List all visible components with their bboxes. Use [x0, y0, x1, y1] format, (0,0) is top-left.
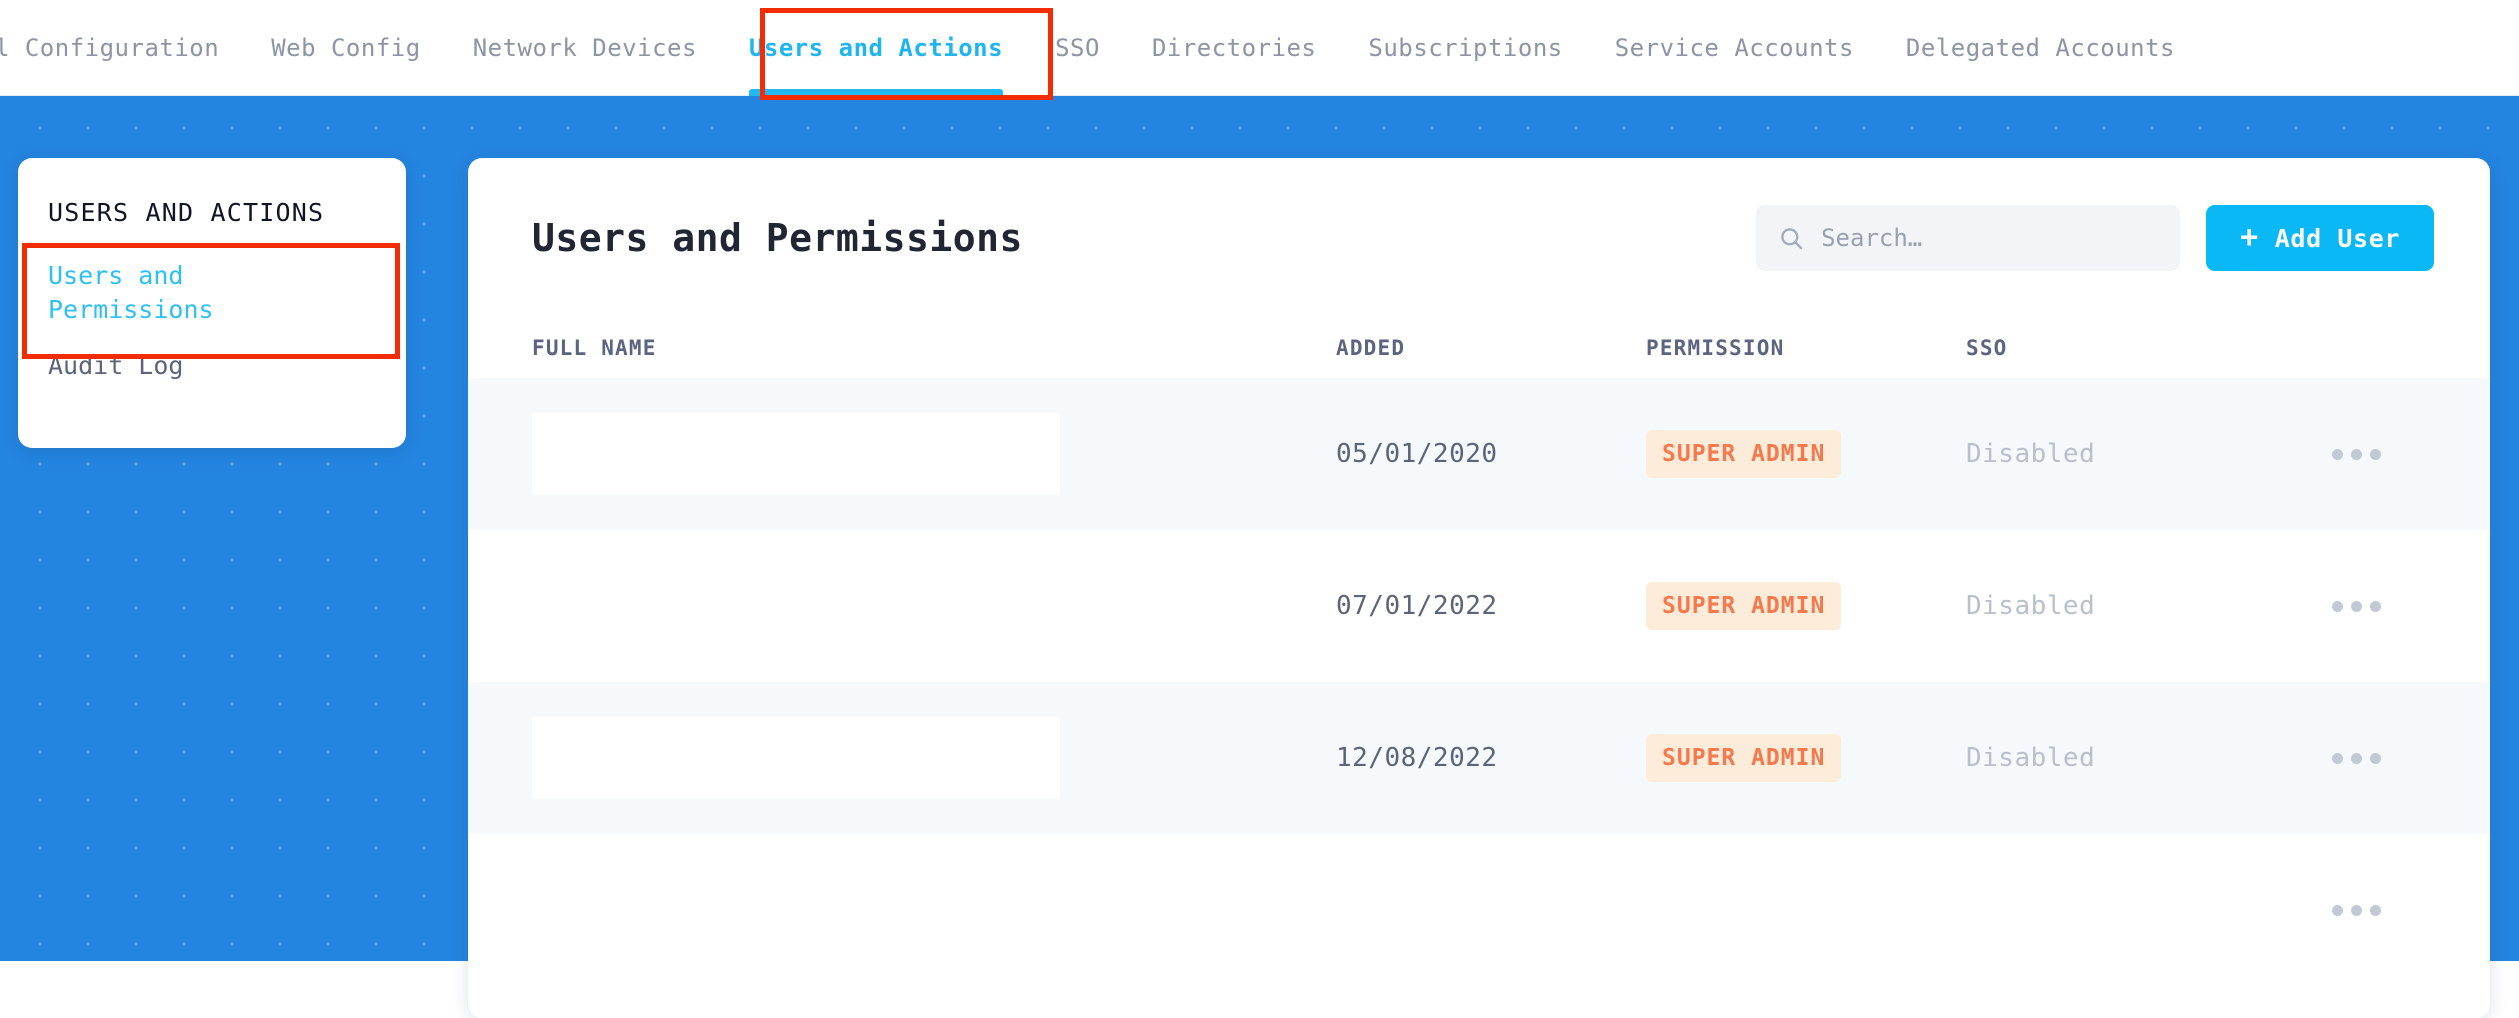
sidebar-heading: USERS AND ACTIONS: [48, 198, 325, 227]
cell-actions: [2326, 743, 2434, 774]
cell-sso: Disabled: [1966, 743, 2096, 773]
table-row[interactable]: [468, 834, 2490, 986]
redacted-name-block: [532, 413, 1060, 495]
cell-full-name: [532, 565, 1336, 647]
cell-actions: [2326, 591, 2434, 622]
nav-tab-delegated-accounts[interactable]: Delegated Accounts: [1880, 0, 2201, 96]
nav-tab-list: il Configuration Web Config Network Devi…: [0, 0, 2201, 96]
nav-tab-label: Service Accounts: [1614, 33, 1854, 62]
nav-tab-label: Directories: [1151, 33, 1317, 62]
users-table: FULL NAME ADDED PERMISSION SSO 05/01/202…: [468, 318, 2490, 986]
search-field[interactable]: [1756, 205, 2181, 271]
cell-added: 05/01/2020: [1336, 439, 1498, 469]
nav-tab-sso[interactable]: SSO: [1029, 0, 1126, 96]
nav-tab-service-accounts[interactable]: Service Accounts: [1589, 0, 1880, 96]
add-user-label: Add User: [2274, 223, 2400, 253]
main-header: Users and Permissions + Add User: [468, 158, 2490, 318]
nav-tab-label: Users and Actions: [748, 33, 1004, 62]
more-options-icon[interactable]: [2326, 895, 2387, 926]
nav-tab-network-devices[interactable]: Network Devices: [447, 0, 723, 96]
cell-permission: SUPER ADMIN: [1646, 734, 1966, 782]
more-options-icon[interactable]: [2326, 743, 2387, 774]
nav-tab-label: Network Devices: [472, 33, 697, 62]
more-options-icon[interactable]: [2326, 591, 2387, 622]
nav-tab-label: Delegated Accounts: [1905, 33, 2176, 62]
nav-tab-directories[interactable]: Directories: [1126, 0, 1342, 96]
nav-tab-users-and-actions[interactable]: Users and Actions: [723, 0, 1029, 96]
nav-tab-subscriptions[interactable]: Subscriptions: [1342, 0, 1588, 96]
more-options-icon[interactable]: [2326, 439, 2387, 470]
add-user-button[interactable]: + Add User: [2206, 205, 2434, 271]
redacted-name-block: [532, 869, 1060, 951]
cell-added: 07/01/2022: [1336, 591, 1498, 621]
table-header-row: FULL NAME ADDED PERMISSION SSO: [468, 318, 2490, 378]
table-row[interactable]: 12/08/2022 SUPER ADMIN Disabled: [468, 682, 2490, 834]
top-navigation-bar: il Configuration Web Config Network Devi…: [0, 0, 2519, 96]
nav-tab-web-config[interactable]: Web Config: [245, 0, 447, 96]
nav-tab-label: Subscriptions: [1368, 33, 1563, 62]
cell-permission: SUPER ADMIN: [1646, 430, 1966, 478]
status-badge: SUPER ADMIN: [1646, 734, 1842, 782]
cell-sso: Disabled: [1966, 591, 2096, 621]
status-badge: SUPER ADMIN: [1646, 582, 1842, 630]
cell-permission: SUPER ADMIN: [1646, 582, 1966, 630]
redacted-name-block: [532, 565, 1060, 647]
nav-tab-label: Web Config: [271, 33, 421, 62]
sidebar-item-users-and-permissions[interactable]: Users and Permissions: [48, 261, 214, 324]
plus-icon: +: [2240, 220, 2259, 255]
column-header-sso: SSO: [1966, 336, 2008, 360]
redacted-name-block: [532, 717, 1060, 799]
main-content-panel: Users and Permissions + Add User FULL NA…: [468, 158, 2490, 1018]
nav-tab-label: il Configuration: [0, 33, 220, 62]
column-header-permission: PERMISSION: [1646, 336, 1785, 360]
search-icon: [1781, 227, 1803, 249]
sidebar-item-audit-log[interactable]: Audit Log: [48, 350, 184, 380]
cell-sso: Disabled: [1966, 439, 2096, 469]
status-badge: SUPER ADMIN: [1646, 430, 1842, 478]
column-header-added: ADDED: [1336, 336, 1406, 360]
cell-full-name: [532, 717, 1336, 799]
table-row[interactable]: 07/01/2022 SUPER ADMIN Disabled: [468, 530, 2490, 682]
nav-tab-label: SSO: [1055, 33, 1100, 62]
cell-actions: [2326, 439, 2434, 470]
cell-added: 12/08/2022: [1336, 743, 1498, 773]
search-input[interactable]: [1821, 224, 2159, 252]
cell-actions: [2326, 895, 2434, 926]
cell-full-name: [532, 869, 1336, 951]
column-header-full-name: FULL NAME: [532, 336, 657, 360]
cell-full-name: [532, 413, 1336, 495]
nav-tab-mail-configuration[interactable]: il Configuration: [0, 0, 245, 96]
table-row[interactable]: 05/01/2020 SUPER ADMIN Disabled: [468, 378, 2490, 530]
header-actions: + Add User: [1756, 205, 2434, 271]
page-title: Users and Permissions: [532, 216, 1023, 260]
sidebar-panel: USERS AND ACTIONS Users and Permissions …: [18, 158, 406, 448]
